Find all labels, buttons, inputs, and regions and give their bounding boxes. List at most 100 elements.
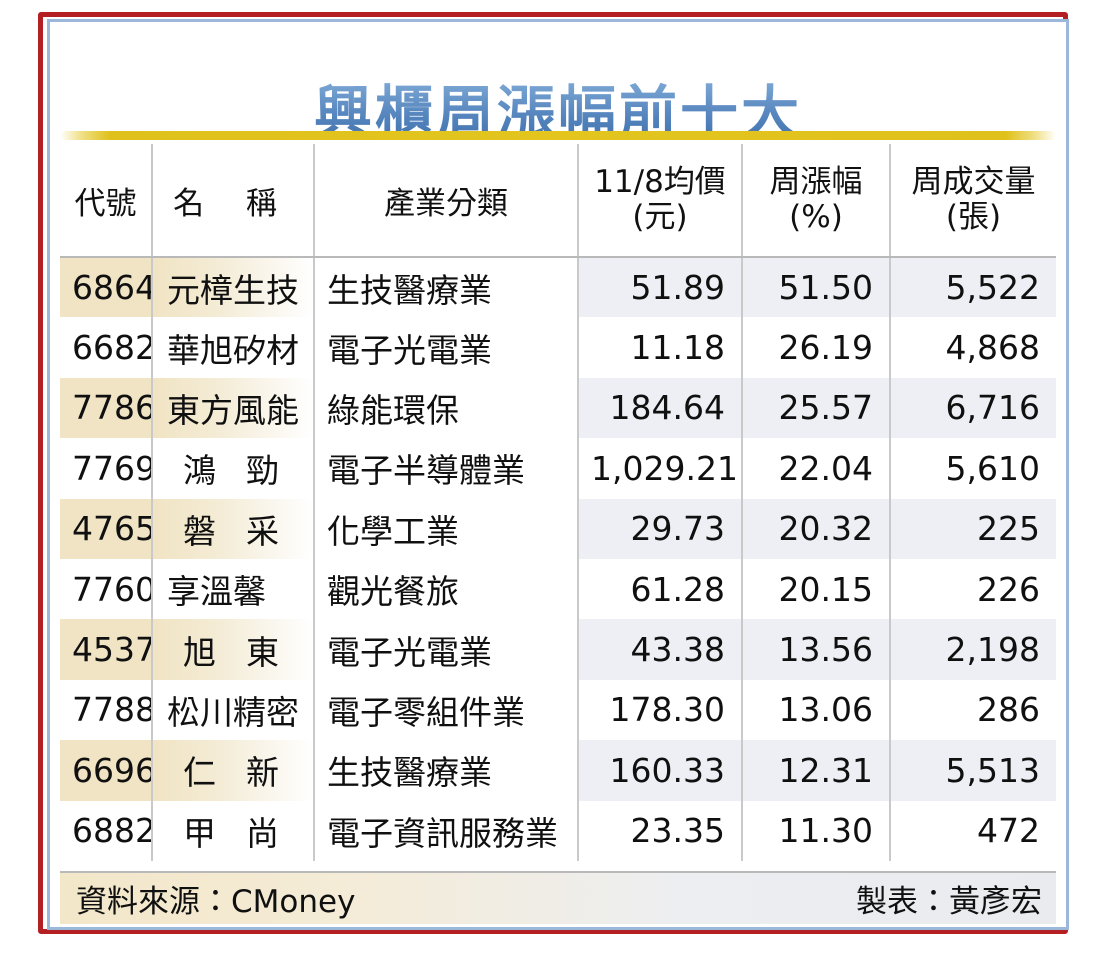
table-body: 6864 元樟生技 生技醫療業 51.89 51.50 5,522 6682 華旭矽材 電子光電… (60, 257, 1056, 861)
column-header-code-label: 代號 (74, 185, 137, 222)
cell-industry: 電子資訊服務業 (314, 800, 579, 861)
cell-code: 7788 (60, 679, 153, 741)
cell-volume: 226 (890, 558, 1056, 620)
table-row: 7760 享溫馨 觀光餐旅 61.28 20.15 226 (60, 558, 1056, 620)
cell-volume: 5,610 (890, 438, 1056, 499)
column-header-volume: 周成交量 (張) (890, 144, 1056, 258)
ranking-table: 代號 名 稱 產業分類 11/8均價 (元) 周漲幅 (%) (60, 144, 1056, 861)
header-row: 代號 名 稱 產業分類 11/8均價 (元) 周漲幅 (%) (60, 144, 1056, 258)
cell-name: 享溫馨 (152, 558, 315, 620)
column-header-code: 代號 (60, 144, 153, 258)
column-header-industry-label: 產業分類 (384, 185, 508, 222)
table-row: 7769 鴻勁電子半導體業 1,029.21 22.04 5,610 (60, 438, 1056, 499)
cell-price: 11.18 (578, 317, 743, 378)
cell-price: 184.64 (578, 377, 743, 439)
cell-name-text: 華旭矽材 (167, 330, 299, 370)
cell-name: 甲尚 (152, 800, 315, 861)
column-header-price: 11/8均價 (元) (578, 144, 743, 258)
table-row: 7788 松川精密 電子零組件業 178.30 13.06 286 (60, 679, 1056, 741)
cell-change: 20.32 (742, 498, 891, 559)
cell-volume: 5,522 (890, 257, 1056, 318)
table-row: 6682 華旭矽材 電子光電業 11.18 26.19 4,868 (60, 317, 1056, 378)
cell-name: 松川精密 (152, 679, 315, 741)
column-header-volume-line2: (張) (945, 199, 1002, 235)
table-row: 4765 磐采化學工業 29.73 20.32 225 (60, 498, 1056, 559)
cell-name-char-a: 甲 (183, 813, 216, 853)
cell-name: 磐采 (152, 498, 315, 559)
cell-code: 4537 (60, 619, 153, 680)
cell-price: 23.35 (578, 800, 743, 861)
cell-price: 61.28 (578, 558, 743, 620)
table-row: 6864 元樟生技 生技醫療業 51.89 51.50 5,522 (60, 257, 1056, 318)
column-header-price-line1: 11/8均價 (594, 164, 726, 201)
content-sheet: 興櫃周漲幅前十大 代號 名 稱 產業分類 (52, 23, 1064, 926)
table-header: 代號 名 稱 產業分類 11/8均價 (元) 周漲幅 (%) (60, 144, 1056, 258)
cell-change: 13.56 (742, 619, 891, 680)
source-label: 資料來源：CMoney (76, 884, 356, 920)
cell-price: 29.73 (578, 498, 743, 559)
cell-volume: 2,198 (890, 619, 1056, 680)
cell-name-text: 松川精密 (167, 692, 299, 732)
credit-label: 製表：黃彥宏 (856, 884, 1042, 920)
column-header-volume-line1: 周成交量 (911, 164, 1036, 201)
cell-industry: 電子零組件業 (314, 679, 579, 741)
column-header-change-line2: (%) (789, 199, 843, 235)
cell-change: 12.31 (742, 740, 891, 801)
cell-name-char-a: 磐 (183, 511, 216, 551)
cell-industry: 觀光餐旅 (314, 558, 579, 620)
cell-name-char-a: 鴻 (183, 451, 216, 491)
cell-volume: 4,868 (890, 317, 1056, 378)
cell-name-char-b: 采 (246, 511, 279, 551)
cell-code: 6682 (60, 317, 153, 378)
column-header-name: 名 稱 (152, 144, 315, 258)
gold-divider-rule (60, 131, 1056, 140)
cell-industry: 電子光電業 (314, 619, 579, 680)
cell-price: 51.89 (578, 257, 743, 318)
column-header-change: 周漲幅 (%) (742, 144, 891, 258)
cell-price: 178.30 (578, 679, 743, 741)
cell-volume: 6,716 (890, 377, 1056, 439)
cell-industry: 化學工業 (314, 498, 579, 559)
cell-name-text: 元樟生技 (167, 270, 299, 310)
cell-price: 160.33 (578, 740, 743, 801)
cell-name-char-b: 尚 (246, 813, 279, 853)
cell-price: 1,029.21 (578, 438, 743, 499)
cell-name: 元樟生技 (152, 257, 315, 318)
cell-name-char-b: 勁 (246, 451, 279, 491)
cell-industry: 電子光電業 (314, 317, 579, 378)
cell-change: 11.30 (742, 800, 891, 861)
cell-volume: 225 (890, 498, 1056, 559)
cell-name: 旭東 (152, 619, 315, 680)
cell-name-char-a: 旭 (183, 632, 216, 672)
cell-name: 鴻勁 (152, 438, 315, 499)
cell-name: 仁新 (152, 740, 315, 801)
cell-code: 4765 (60, 498, 153, 559)
cell-code: 7786 (60, 377, 153, 439)
cell-change: 25.57 (742, 377, 891, 439)
column-header-name-label: 名 稱 (173, 185, 293, 222)
column-header-industry: 產業分類 (314, 144, 579, 258)
column-header-price-line2: (元) (632, 199, 688, 235)
cell-name-char-b: 新 (246, 753, 279, 793)
cell-change: 22.04 (742, 438, 891, 499)
table-row: 6696 仁新生技醫療業 160.33 12.31 5,513 (60, 740, 1056, 801)
cell-code: 7760 (60, 558, 153, 620)
table-row: 6882 甲尚電子資訊服務業 23.35 11.30 472 (60, 800, 1056, 861)
cell-change: 51.50 (742, 257, 891, 318)
table-row: 7786 東方風能 綠能環保 184.64 25.57 6,716 (60, 377, 1056, 439)
cell-volume: 5,513 (890, 740, 1056, 801)
cell-code: 6882 (60, 800, 153, 861)
cell-code: 6864 (60, 257, 153, 318)
cell-change: 13.06 (742, 679, 891, 741)
cell-industry: 生技醫療業 (314, 740, 579, 801)
cell-name: 東方風能 (152, 377, 315, 439)
cell-volume: 286 (890, 679, 1056, 741)
cell-name-char-a: 仁 (183, 753, 216, 793)
cell-name-text: 享溫馨 (167, 572, 266, 612)
cell-code: 6696 (60, 740, 153, 801)
cell-industry: 綠能環保 (314, 377, 579, 439)
cell-price: 43.38 (578, 619, 743, 680)
cell-industry: 生技醫療業 (314, 257, 579, 318)
cell-code: 7769 (60, 438, 153, 499)
